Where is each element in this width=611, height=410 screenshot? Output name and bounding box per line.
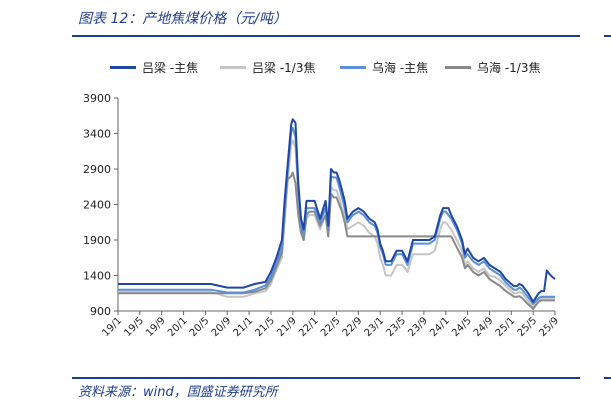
x-tick-label: 22/9 [341, 315, 365, 339]
x-tick-label: 23/5 [385, 315, 409, 339]
y-tick-label: 2400 [83, 199, 111, 212]
x-tick-label: 20/5 [188, 315, 212, 339]
source-divider [72, 377, 580, 379]
y-tick-label: 3900 [83, 92, 111, 105]
series-line-1 [118, 139, 555, 309]
legend-item-lvliang-main: 吕梁 -主焦 [110, 57, 198, 77]
x-tick-label: 24/9 [472, 315, 496, 339]
x-tick-label: 22/5 [319, 315, 343, 339]
x-tick-label: 24/1 [428, 315, 452, 339]
legend-swatch-lvliang-main [110, 65, 136, 69]
legend-label-lvliang-main: 吕梁 -主焦 [142, 60, 199, 75]
title-divider-right [604, 35, 611, 37]
x-tick-label: 19/1 [100, 315, 124, 339]
x-tick-label: 22/1 [297, 315, 321, 339]
series-line-0 [118, 118, 556, 303]
x-tick-label: 21/5 [253, 315, 277, 339]
y-tick-label: 3400 [83, 128, 111, 141]
x-tick-label: 25/5 [516, 315, 540, 339]
legend-label-wuhai-third: 乌海 -1/3焦 [477, 60, 541, 75]
x-tick-label: 20/9 [210, 315, 234, 339]
x-tick-label: 19/9 [144, 315, 168, 339]
source-divider-right [604, 377, 611, 379]
legend-item-lvliang-third: 吕梁 -1/3焦 [220, 57, 315, 77]
y-tick-label: 1900 [83, 234, 111, 247]
legend-item-wuhai-main: 乌海 -主焦 [340, 57, 428, 77]
x-tick-label: 25/1 [494, 315, 518, 339]
legend: 吕梁 -主焦 吕梁 -1/3焦 乌海 -主焦 乌海 -1/3焦 [110, 57, 580, 77]
x-tick-label: 24/5 [450, 315, 474, 339]
legend-label-wuhai-main: 乌海 -主焦 [372, 60, 429, 75]
legend-label-lvliang-third: 吕梁 -1/3焦 [252, 60, 316, 75]
x-tick-label: 23/1 [363, 315, 387, 339]
x-tick-label: 21/1 [232, 315, 256, 339]
legend-item-wuhai-third: 乌海 -1/3焦 [445, 57, 540, 77]
y-tick-label: 2900 [83, 163, 111, 176]
title-divider [72, 35, 580, 37]
series-line-3 [118, 171, 555, 310]
legend-swatch-wuhai-third [445, 65, 471, 69]
source-note: 资料来源：wind，国盛证券研究所 [78, 385, 278, 400]
x-tick-label: 25/9 [537, 315, 561, 339]
figure-title: 图表 12：产地焦煤价格（元/吨） [78, 11, 287, 27]
legend-swatch-wuhai-main [340, 65, 366, 69]
y-tick-label: 900 [90, 305, 111, 318]
series-line-2 [118, 126, 555, 305]
x-tick-label: 19/5 [122, 315, 146, 339]
legend-swatch-lvliang-third [220, 65, 246, 69]
x-tick-label: 20/1 [166, 315, 190, 339]
y-tick-label: 1400 [83, 270, 111, 283]
x-tick-label: 21/9 [275, 315, 299, 339]
x-tick-label: 23/9 [406, 315, 430, 339]
